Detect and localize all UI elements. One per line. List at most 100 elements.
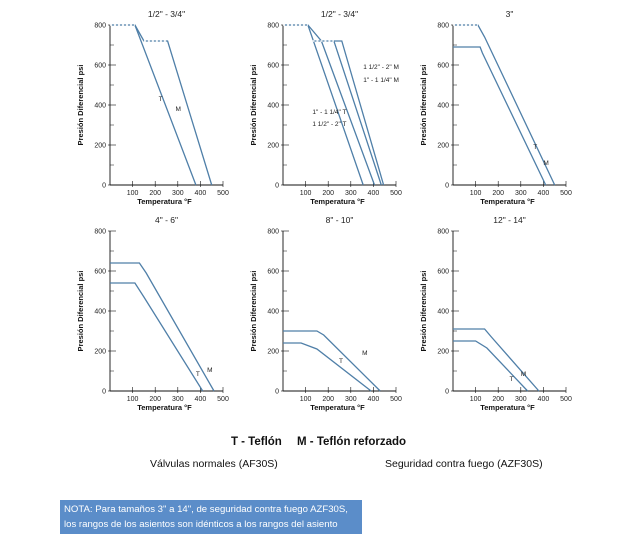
y-tick-label: 0 <box>102 183 106 190</box>
curve-annotation: M <box>543 160 548 167</box>
x-tick-label: 100 <box>127 190 139 197</box>
chart-title: 3" <box>506 9 514 19</box>
chart-panel-3: 3" 0 200 400 600 800 100 200 300 400 500 Temperatur… <box>419 9 572 206</box>
curve-annotation: M <box>207 367 212 374</box>
series-line-1 <box>110 24 197 186</box>
y-tick-label: 600 <box>267 63 279 70</box>
curve-annotation: 1" - 1 1/4" T <box>312 109 346 116</box>
curve-annotation: M <box>521 371 526 378</box>
y-axis-label: Presión Diferencial psi <box>419 65 428 146</box>
curve-annotation: T <box>339 358 343 365</box>
curve-annotation: T <box>510 376 514 383</box>
y-axis-label: Presión Diferencial psi <box>419 271 428 352</box>
y-axis-label: Presión Diferencial psi <box>249 65 258 146</box>
series-line-2 <box>283 330 381 392</box>
chart-panel-2: 1/2" - 3/4" 0 200 400 600 800 100 200 300 400 500 T… <box>249 9 402 206</box>
y-tick-label: 0 <box>275 183 279 190</box>
curve-annotation: M <box>362 350 367 357</box>
series-line-2 <box>453 328 540 392</box>
chart-panel-6: 12" - 14" 0 200 400 600 800 100 200 300 400 500 Tem… <box>419 215 572 412</box>
x-tick-label: 400 <box>195 396 207 403</box>
y-tick-label: 200 <box>267 349 279 356</box>
y-tick-label: 400 <box>94 103 106 110</box>
x-tick-label: 500 <box>560 396 572 403</box>
chart-title: 1/2" - 3/4" <box>321 9 358 19</box>
curve-annotation: M <box>176 106 181 113</box>
y-tick-label: 600 <box>267 269 279 276</box>
x-tick-label: 400 <box>368 190 380 197</box>
legend-t: T - Teflón <box>230 436 282 448</box>
y-tick-label: 600 <box>94 63 106 70</box>
series-line-2 <box>453 24 556 186</box>
chart-title: 1/2" - 3/4" <box>148 9 185 19</box>
y-tick-label: 400 <box>437 309 449 316</box>
y-tick-label: 200 <box>267 143 279 150</box>
y-tick-label: 600 <box>94 269 106 276</box>
x-tick-label: 400 <box>368 396 380 403</box>
series-line-2 <box>110 262 215 392</box>
x-tick-label: 200 <box>149 396 161 403</box>
x-tick-label: 100 <box>127 396 139 403</box>
curve-annotation: T <box>196 371 200 378</box>
curve-annotation: 1" - 1 1/4" M <box>363 77 399 84</box>
y-tick-label: 800 <box>94 23 106 30</box>
series-line-1 <box>453 46 547 186</box>
chart-title: 4" - 6" <box>155 215 178 225</box>
y-axis-label: Presión Diferencial psi <box>249 271 258 352</box>
x-axis-label: Temperatura °F <box>137 197 192 206</box>
y-axis-label: Presión Diferencial psi <box>76 271 85 352</box>
curve-annotation: 1 1/2" - 2" T <box>312 121 346 128</box>
y-tick-label: 400 <box>267 103 279 110</box>
x-tick-label: 300 <box>172 396 184 403</box>
legend-m: M - Teflón reforzado <box>297 436 407 448</box>
x-tick-label: 500 <box>217 190 229 197</box>
y-tick-label: 400 <box>94 309 106 316</box>
x-tick-label: 500 <box>390 190 402 197</box>
chart-panel-5: 8" - 10" 0 200 400 600 800 100 200 300 400 500 Temp… <box>249 215 402 412</box>
x-tick-label: 300 <box>515 190 527 197</box>
chart-panel-1: 1/2" - 3/4" 0 200 400 600 800 100 200 300 400 500 T… <box>76 9 229 206</box>
y-tick-label: 200 <box>437 349 449 356</box>
y-tick-label: 600 <box>437 269 449 276</box>
note-line-2: los rangos de los asientos son idénticos… <box>64 519 338 530</box>
x-tick-label: 300 <box>172 190 184 197</box>
y-tick-label: 0 <box>102 389 106 396</box>
x-tick-label: 200 <box>322 396 334 403</box>
chart-title: 8" - 10" <box>326 215 354 225</box>
y-tick-label: 0 <box>275 389 279 396</box>
x-tick-label: 100 <box>300 190 312 197</box>
series-line-1 <box>283 342 372 392</box>
curve-annotation: T <box>533 144 537 151</box>
y-tick-label: 0 <box>445 183 449 190</box>
x-tick-label: 100 <box>470 190 482 197</box>
charts-svg: 1/2" - 3/4" 0 200 400 600 800 100 200 300 400 500 T… <box>76 9 572 412</box>
x-tick-label: 400 <box>538 396 550 403</box>
y-tick-label: 800 <box>437 229 449 236</box>
note-box: NOTA: Para tamaños 3" a 14", de segurida… <box>60 500 362 534</box>
x-tick-label: 300 <box>345 190 357 197</box>
y-tick-label: 200 <box>437 143 449 150</box>
curve-annotation: 1 1/2" - 2" M <box>363 64 399 71</box>
x-tick-label: 300 <box>345 396 357 403</box>
series-line-2 <box>307 24 376 186</box>
x-tick-label: 200 <box>492 190 504 197</box>
note-line-1: NOTA: Para tamaños 3" a 14", de segurida… <box>64 504 348 515</box>
x-axis-label: Temperatura °F <box>310 197 365 206</box>
series-line-2 <box>134 24 213 186</box>
caption-normal-valves: Válvulas normales (AF30S) <box>150 458 278 470</box>
x-tick-label: 400 <box>538 190 550 197</box>
x-tick-label: 200 <box>149 190 161 197</box>
x-axis-label: Temperatura °F <box>310 403 365 412</box>
x-tick-label: 300 <box>515 396 527 403</box>
y-tick-label: 800 <box>437 23 449 30</box>
x-axis-label: Temperatura °F <box>480 197 535 206</box>
y-tick-label: 200 <box>94 143 106 150</box>
x-tick-label: 500 <box>390 396 402 403</box>
y-axis-label: Presión Diferencial psi <box>76 65 85 146</box>
series-line-4 <box>333 40 385 186</box>
y-tick-label: 800 <box>94 229 106 236</box>
x-tick-label: 400 <box>195 190 207 197</box>
y-tick-label: 600 <box>437 63 449 70</box>
y-tick-label: 800 <box>267 23 279 30</box>
chart-title: 12" - 14" <box>493 215 526 225</box>
